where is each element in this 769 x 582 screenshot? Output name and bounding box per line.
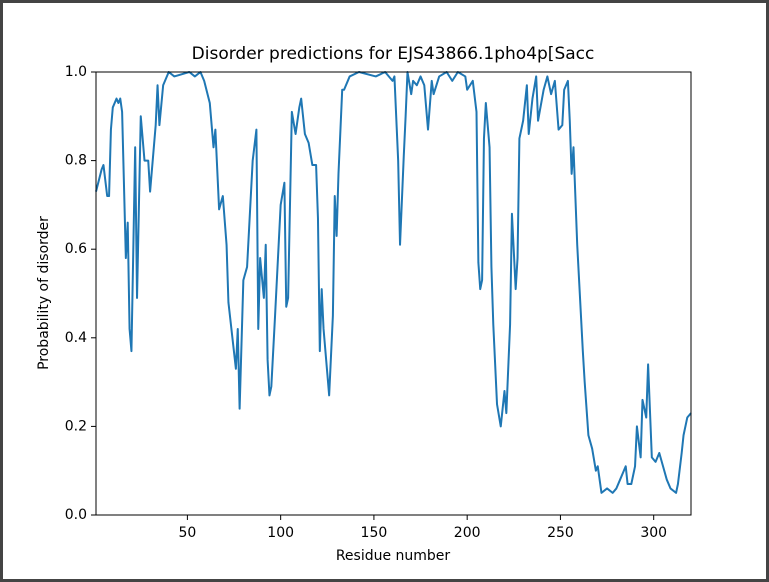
y-tick-label: 0.6 <box>65 241 87 257</box>
x-tick-label: 250 <box>547 525 574 541</box>
x-tick-label: 100 <box>267 525 294 541</box>
chart-title: Disorder predictions for EJS43866.1pho4p… <box>192 44 595 64</box>
y-tick-label: 0.4 <box>65 330 87 346</box>
y-tick-label: 1.0 <box>65 64 87 80</box>
data-line <box>95 71 692 494</box>
y-tick-label: 0.8 <box>65 153 87 169</box>
y-tick-label: 0.2 <box>65 418 87 434</box>
x-tick-label: 300 <box>640 525 667 541</box>
x-tick-label: 50 <box>178 525 196 541</box>
x-tick-label: 200 <box>454 525 481 541</box>
y-axis-label: Probability of disorder <box>36 216 52 370</box>
y-tick-label: 0.0 <box>65 507 87 523</box>
plot-frame <box>95 71 692 516</box>
x-tick-label: 150 <box>361 525 388 541</box>
x-axis-label: Residue number <box>336 548 451 564</box>
